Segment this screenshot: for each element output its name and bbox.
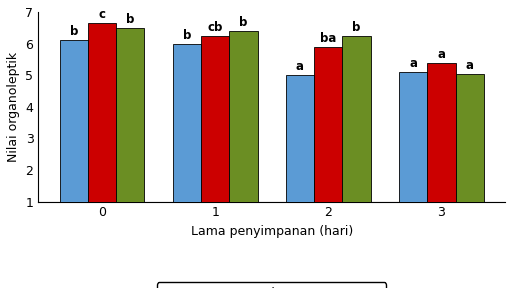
Y-axis label: Nilai organoleptik: Nilai organoleptik [7, 52, 20, 162]
Text: b: b [183, 29, 191, 42]
Text: b: b [239, 16, 248, 29]
Bar [173, 43, 201, 202]
Bar [399, 72, 428, 202]
Bar [88, 23, 116, 202]
Text: b: b [70, 26, 78, 39]
Bar [314, 47, 343, 202]
Text: cb: cb [207, 21, 223, 34]
Bar [428, 62, 456, 202]
X-axis label: Lama penyimpanan (hari): Lama penyimpanan (hari) [190, 225, 353, 238]
Text: b: b [352, 21, 361, 34]
Text: a: a [409, 57, 417, 70]
Legend: Warna, Tekstur, Aroma: Warna, Tekstur, Aroma [157, 282, 387, 288]
Bar [456, 73, 484, 202]
Bar [59, 40, 88, 202]
Text: ba: ba [320, 32, 336, 45]
Text: a: a [296, 60, 304, 73]
Text: c: c [98, 8, 105, 21]
Bar [286, 75, 314, 202]
Bar [343, 36, 371, 202]
Bar [116, 28, 144, 202]
Text: a: a [466, 59, 474, 72]
Bar [229, 31, 258, 202]
Bar [201, 36, 229, 202]
Text: b: b [126, 13, 135, 26]
Text: a: a [437, 48, 445, 60]
